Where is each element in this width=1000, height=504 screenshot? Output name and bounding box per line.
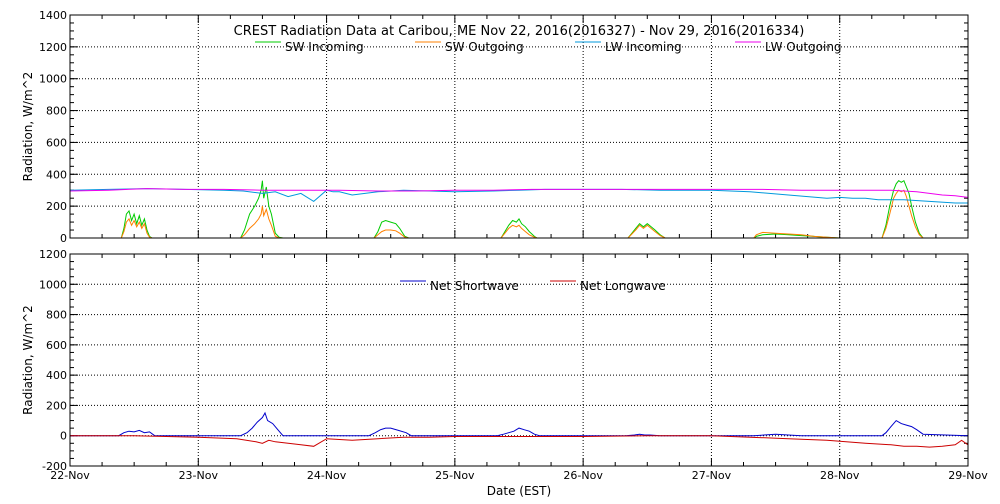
chart-title: CREST Radiation Data at Caribou, ME Nov … xyxy=(234,24,805,39)
x-tick-label: 26-Nov xyxy=(563,469,603,482)
plot-frame xyxy=(69,14,969,239)
y-tick-label: 1200 xyxy=(39,41,67,54)
y-tick-label: 600 xyxy=(46,136,67,149)
y-tick-label: 800 xyxy=(46,309,67,322)
legend-label-net-shortwave: Net Shortwave xyxy=(430,279,519,293)
plot-frame xyxy=(69,253,969,467)
x-tick-label: 23-Nov xyxy=(179,469,219,482)
x-tick-label: 28-Nov xyxy=(820,469,860,482)
series-line-lw-incoming xyxy=(70,188,968,204)
y-tick-label: 400 xyxy=(46,168,67,181)
y-axis-label: Radiation, W/m^2 xyxy=(21,305,35,415)
legend-label-net-longwave: Net Longwave xyxy=(580,279,666,293)
series-line-net-shortwave xyxy=(70,411,968,437)
series-line-net-longwave xyxy=(70,435,968,448)
y-axis-label: Radiation, W/m^2 xyxy=(21,72,35,182)
y-tick-label: 200 xyxy=(46,399,67,412)
series-line-sw-outgoing xyxy=(120,189,924,238)
series-line-lw-outgoing xyxy=(70,188,968,198)
legend-label-sw-incoming: SW Incoming xyxy=(285,40,364,54)
y-tick-label: 1000 xyxy=(39,278,67,291)
y-tick-label: 800 xyxy=(46,105,67,118)
x-axis-label: Date (EST) xyxy=(487,484,551,498)
y-tick-label: 1000 xyxy=(39,73,67,86)
y-tick-label: 0 xyxy=(60,232,67,245)
x-tick-label: 29-Nov xyxy=(948,469,988,482)
legend-label-lw-incoming: LW Incoming xyxy=(605,40,682,54)
y-tick-label: 200 xyxy=(46,200,67,213)
y-tick-label: 400 xyxy=(46,369,67,382)
y-tick-label: 1200 xyxy=(39,248,67,261)
legend-label-lw-outgoing: LW Outgoing xyxy=(765,40,842,54)
x-tick-label: 22-Nov xyxy=(50,469,90,482)
y-tick-label: 1400 xyxy=(39,9,67,22)
x-tick-label: 24-Nov xyxy=(307,469,347,482)
legend-label-sw-outgoing: SW Outgoing xyxy=(445,40,524,54)
x-tick-label: 25-Nov xyxy=(435,469,475,482)
y-tick-label: -200 xyxy=(42,460,67,473)
series-line-sw-incoming xyxy=(120,179,924,238)
y-tick-label: 600 xyxy=(46,339,67,352)
x-tick-label: 27-Nov xyxy=(692,469,732,482)
y-tick-label: 0 xyxy=(60,430,67,443)
